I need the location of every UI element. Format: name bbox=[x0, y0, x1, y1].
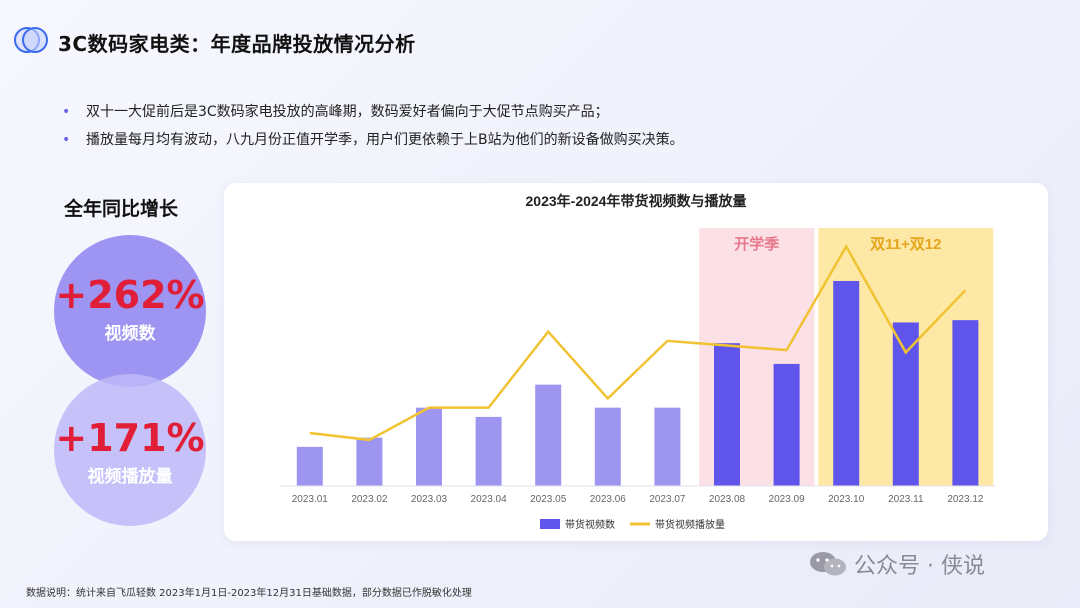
bar bbox=[952, 320, 979, 486]
legend-label: 带货视频播放量 bbox=[655, 518, 725, 531]
bar bbox=[296, 446, 323, 486]
legend-swatch-bar bbox=[540, 519, 560, 529]
wechat-icon bbox=[810, 552, 846, 576]
watermark: 公众号 · 侠说 bbox=[808, 548, 985, 580]
x-tick-label: 2023.12 bbox=[947, 494, 984, 505]
bar bbox=[356, 437, 383, 486]
x-tick-label: 2023.05 bbox=[530, 494, 567, 505]
x-tick-label: 2023.01 bbox=[292, 494, 329, 505]
growth-label: 视频数 bbox=[104, 324, 156, 344]
x-tick-label: 2023.11 bbox=[888, 494, 924, 505]
growth-value: +262% bbox=[55, 273, 205, 317]
bullet-item: 播放量每月均有波动，八九月份正值开学季，用户们更依赖于上B站为他们的新设备做购买… bbox=[62, 126, 684, 154]
growth-heading: 全年同比增长 bbox=[64, 198, 179, 220]
x-tick-label: 2023.03 bbox=[411, 494, 448, 505]
watermark-text: 公众号 · 侠说 bbox=[854, 554, 985, 579]
x-tick-label: 2023.07 bbox=[649, 494, 686, 505]
x-tick-label: 2023.06 bbox=[590, 494, 627, 505]
chart-title: 2023年-2024年带货视频数与播放量 bbox=[526, 193, 747, 209]
bar bbox=[654, 407, 681, 486]
x-tick-label: 2023.02 bbox=[351, 494, 388, 505]
footnote: 数据说明：统计来自飞瓜轻数 2023年1月1日-2023年12月31日基础数据，… bbox=[26, 588, 472, 599]
x-tick-label: 2023.04 bbox=[471, 494, 508, 505]
logo-icon bbox=[14, 27, 48, 53]
chart-card: 2023年-2024年带货视频数与播放量开学季 双11+双12 2023.01 202… bbox=[224, 183, 1048, 541]
legend-label: 带货视频数 bbox=[565, 518, 615, 531]
bar bbox=[535, 384, 562, 486]
x-tick-label: 2023.10 bbox=[828, 494, 865, 505]
highlight-label: 开学季 bbox=[734, 235, 779, 253]
bar bbox=[833, 280, 860, 486]
growth-label: 视频播放量 bbox=[87, 467, 173, 487]
line-series bbox=[309, 243, 967, 442]
x-tick-label: 2023.08 bbox=[709, 494, 746, 505]
bar bbox=[594, 407, 621, 486]
bullet-item: 双十一大促前后是3C数码家电投放的高峰期，数码爱好者偏向于大促节点购买产品； bbox=[62, 98, 684, 126]
growth-bubble-plays: +171% 视频播放量 bbox=[54, 374, 206, 526]
bar bbox=[416, 407, 442, 486]
summary-bullets: 双十一大促前后是3C数码家电投放的高峰期，数码爱好者偏向于大促节点购买产品； 播… bbox=[62, 98, 684, 154]
bar bbox=[773, 363, 800, 486]
page-title: 3C数码家电类：年度品牌投放情况分析 bbox=[58, 32, 416, 56]
growth-bubble-videos: +262% 视频数 bbox=[54, 235, 206, 387]
x-tick-label: 2023.09 bbox=[769, 494, 806, 505]
highlight-label: 双11+双12 bbox=[870, 236, 941, 253]
bar bbox=[892, 322, 919, 486]
bar bbox=[475, 416, 502, 486]
bar bbox=[714, 343, 740, 486]
growth-value: +171% bbox=[55, 416, 205, 460]
